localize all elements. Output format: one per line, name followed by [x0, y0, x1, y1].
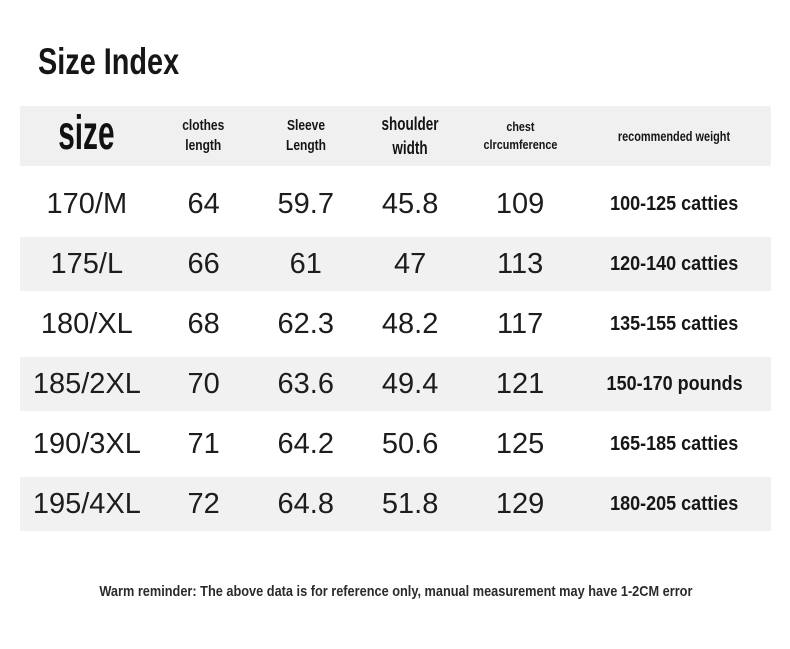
table-row: 185/2XL 70 63.6 49.4 121 150-170 pounds — [20, 354, 771, 414]
cell-clothes-length: 68 — [187, 307, 220, 340]
weight-text: 150-170 pounds — [606, 372, 743, 395]
cell-shoulder-width: 48.2 — [381, 307, 439, 340]
cell-sleeve-length: 64.2 — [277, 427, 334, 460]
cell-clothes-length: 72 — [187, 487, 220, 520]
cell-sleeve-length: 62.3 — [277, 307, 334, 340]
cell-size: 180/XL — [40, 307, 133, 340]
cell-chest: 121 — [495, 367, 545, 400]
cell-size: 170/M — [46, 187, 128, 220]
cell-size: 175/L — [50, 247, 124, 280]
header-cell-size: size — [20, 106, 154, 166]
cell-chest: 113 — [497, 247, 544, 280]
header-cell-sleeve-length: Sleeve Length — [254, 106, 358, 166]
header-cell-clothes-length: clothes length — [154, 106, 254, 166]
cell-sleeve-length: 64.8 — [277, 487, 334, 520]
cell-clothes-length: 71 — [187, 427, 220, 460]
weight-text: 135-155 catties — [610, 312, 739, 335]
warm-reminder-text: Warm reminder: The above data is for ref… — [98, 583, 693, 600]
cell-sleeve-length: 61 — [289, 247, 322, 280]
size-table: size clothes length Sleeve Length should… — [20, 106, 771, 534]
cell-chest: 117 — [497, 307, 544, 340]
cell-shoulder-width: 49.4 — [381, 367, 439, 400]
table-row: 195/4XL 72 64.8 51.8 129 180-205 catties — [20, 474, 771, 534]
cell-sleeve-length: 63.6 — [277, 367, 334, 400]
table-row: 190/3XL 71 64.2 50.6 125 165-185 catties — [20, 414, 771, 474]
cell-shoulder-width: 51.8 — [381, 487, 439, 520]
cell-sleeve-length: 59.7 — [277, 187, 334, 220]
cell-weight: 120-140 catties — [578, 237, 771, 291]
cell-shoulder-width: 45.8 — [381, 187, 439, 220]
header-chest-line1: chest — [506, 119, 535, 135]
cell-clothes-length: 64 — [187, 187, 220, 220]
weight-text: 120-140 catties — [610, 252, 739, 275]
header-cell-recommended-weight: recommended weight — [578, 106, 771, 166]
footer-note: Warm reminder: The above data is for ref… — [20, 583, 771, 601]
cell-shoulder-width: 50.6 — [381, 427, 439, 460]
cell-chest: 125 — [495, 427, 545, 460]
header-sleeve-line2: Length — [285, 137, 326, 154]
table-row: 170/M 64 59.7 45.8 109 100-125 catties — [20, 174, 771, 234]
cell-weight: 180-205 catties — [578, 477, 771, 531]
cell-size: 185/2XL — [32, 367, 141, 400]
header-cell-chest-circumference: chest clrcumference — [462, 106, 578, 166]
cell-chest: 129 — [495, 487, 545, 520]
cell-weight: 165-185 catties — [578, 414, 771, 474]
table-body: 170/M 64 59.7 45.8 109 100-125 catties 1… — [20, 174, 771, 534]
cell-size: 195/4XL — [32, 487, 141, 520]
cell-shoulder-width: 47 — [393, 247, 427, 280]
cell-clothes-length: 70 — [187, 367, 220, 400]
weight-text: 100-125 catties — [610, 192, 739, 215]
header-weight-label: recommended weight — [618, 128, 731, 144]
cell-weight: 135-155 catties — [578, 294, 771, 354]
header-clothes-line1: clothes — [182, 116, 225, 134]
cell-clothes-length: 66 — [187, 247, 220, 280]
weight-text: 165-185 catties — [610, 432, 739, 455]
header-cell-shoulder-width: shoulder width — [358, 106, 462, 166]
cell-chest: 109 — [495, 187, 545, 220]
cell-weight: 150-170 pounds — [578, 357, 771, 411]
header-clothes-line2: length — [185, 137, 222, 154]
header-chest-line2: clrcumference — [483, 137, 558, 152]
header-sleeve-line1: Sleeve — [286, 116, 325, 134]
table-row: 180/XL 68 62.3 48.2 117 135-155 catties — [20, 294, 771, 354]
page-title: Size Index — [38, 41, 180, 82]
cell-weight: 100-125 catties — [578, 174, 771, 234]
header-size-label: size — [58, 107, 115, 160]
header-shoulder-line1: shoulder — [381, 113, 439, 134]
weight-text: 180-205 catties — [610, 492, 739, 515]
cell-size: 190/3XL — [32, 427, 141, 460]
table-row: 175/L 66 61 47 113 120-140 catties — [20, 234, 771, 294]
table-header-row: size clothes length Sleeve Length should… — [20, 106, 771, 166]
header-shoulder-line2: width — [392, 138, 428, 158]
